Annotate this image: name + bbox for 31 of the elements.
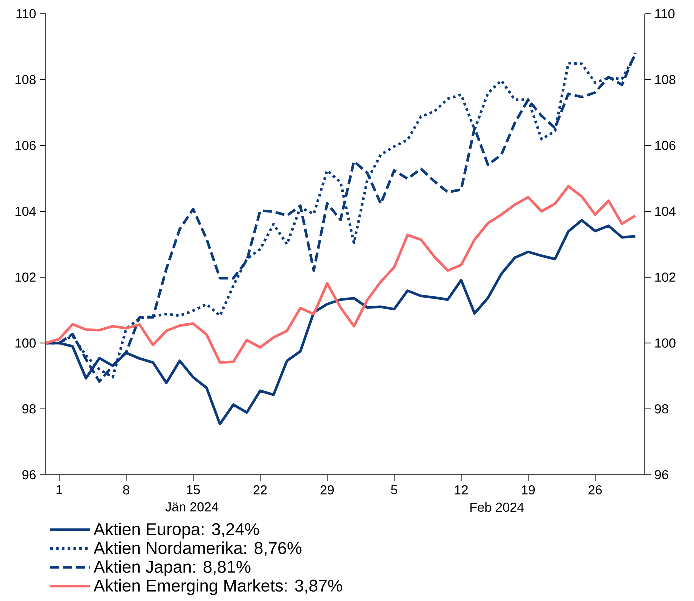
y-tick-label: 100 (656, 338, 676, 348)
x-tick-label: 12 (455, 486, 468, 495)
legend-label: Aktien Emerging Markets: 3,87% (94, 579, 342, 596)
x-tick-label: 1 (56, 486, 62, 494)
y-tick-label: 104 (656, 206, 676, 216)
y2-tick-label: 110 (16, 9, 36, 19)
y2-tick-label: 96 (22, 470, 36, 480)
x-tick-label: 26 (588, 486, 602, 495)
y-tick-label: 110 (656, 9, 675, 19)
text: Feb 2024 (470, 502, 524, 512)
y2-tick-label: 106 (16, 141, 36, 150)
legend-label: Aktien Japan: 8,81% (94, 560, 251, 576)
y2-tick-label: 100 (16, 338, 36, 348)
y-tick-label: 106 (656, 141, 676, 150)
x-tick-label: 5 (391, 486, 398, 495)
x-tick-label: 22 (254, 486, 267, 495)
y-tick-label: 98 (655, 404, 668, 414)
y2-tick-label: 108 (16, 75, 36, 84)
legend-label: Aktien Nordamerika: 8,76% (94, 542, 302, 556)
x-tick-label: 19 (522, 486, 536, 495)
y2-tick-label: 104 (16, 206, 36, 216)
legend-label: Aktien Europa: 3,24% (94, 522, 260, 539)
text: Jän 2024 (166, 502, 219, 512)
x-tick-label: 8 (123, 486, 130, 495)
y2-tick-label: 98 (22, 404, 36, 414)
x-tick-label: 15 (187, 486, 200, 495)
x-tick-label: 29 (320, 486, 334, 495)
y2-tick-label: 102 (16, 272, 36, 282)
y-tick-label: 102 (656, 272, 676, 282)
y-tick-label: 96 (655, 470, 668, 480)
y-tick-label: 108 (656, 75, 676, 84)
